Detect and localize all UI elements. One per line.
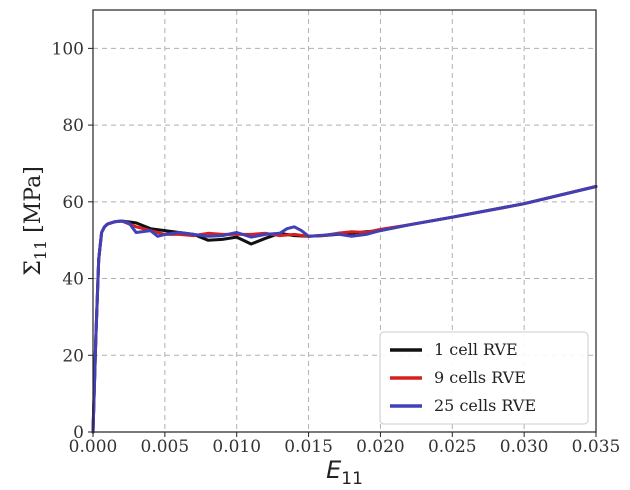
legend-box [379, 331, 589, 425]
x-tick-label: 0.000 [69, 437, 118, 457]
x-axis-label: E11 [326, 456, 363, 489]
y-axis-label: Σ11 [MPa] [21, 166, 50, 276]
x-tick-label: 0.025 [428, 437, 477, 457]
x-tick-label: 0.020 [356, 437, 405, 457]
legend: 1 cell RVE 9 cells RVE 25 cells RVE [379, 331, 589, 425]
x-tick-label: 0.010 [212, 437, 261, 457]
x-tick-label: 0.015 [284, 437, 333, 457]
y-tick-label: 0 [73, 423, 84, 443]
y-tick-label: 60 [62, 193, 84, 213]
legend-label-2: 9 cells RVE [434, 368, 526, 387]
y-tick-label: 80 [62, 116, 84, 136]
plot-frame [92, 9, 597, 433]
x-tick-label: 0.030 [500, 437, 549, 457]
ticks: 0.000 0.005 0.010 0.015 0.020 0.025 0.030 0.035… [52, 39, 621, 457]
y-tick-label: 20 [62, 346, 84, 366]
y-tick-label: 40 [62, 270, 84, 290]
legend-label-1: 1 cell RVE [434, 340, 518, 359]
series-lines [91, 185, 598, 434]
y-tick-label: 100 [52, 39, 84, 59]
series-line-3 [91, 185, 598, 434]
legend-label-3: 25 cells RVE [434, 396, 536, 415]
x-tick-label: 0.005 [141, 437, 190, 457]
x-tick-label: 0.035 [572, 437, 621, 457]
